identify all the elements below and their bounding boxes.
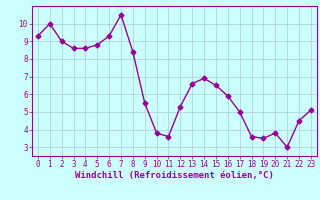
X-axis label: Windchill (Refroidissement éolien,°C): Windchill (Refroidissement éolien,°C) — [75, 171, 274, 180]
